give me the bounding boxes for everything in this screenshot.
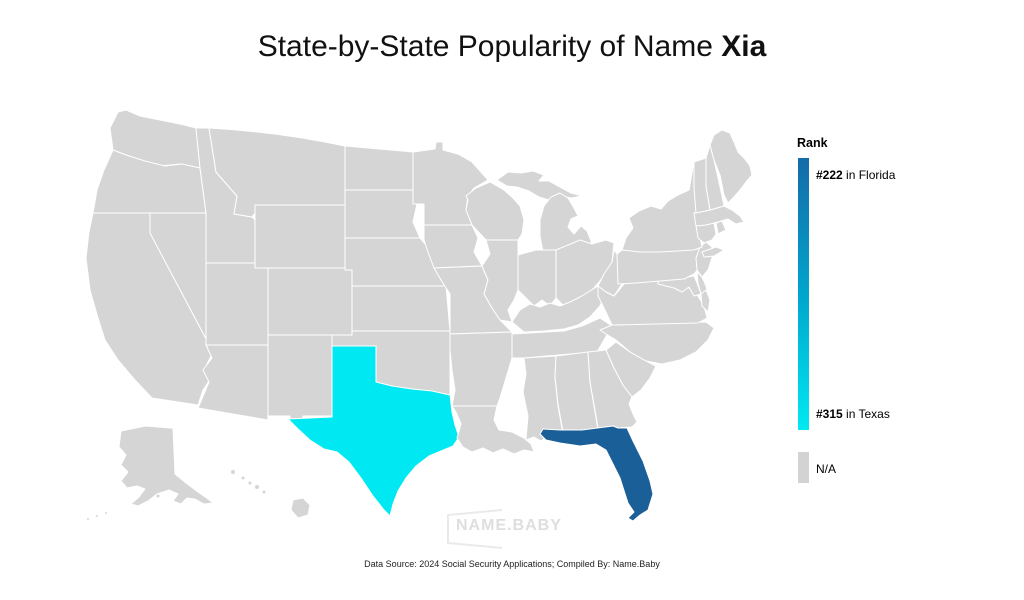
state-minnesota	[412, 141, 489, 226]
state-long-island	[701, 246, 725, 258]
state-maryland	[657, 275, 702, 297]
aleutian-island	[155, 493, 161, 499]
gradient-rect	[798, 158, 809, 430]
hawaii-island	[230, 469, 236, 475]
hawaii-island	[254, 484, 260, 490]
state-north-carolina	[599, 321, 715, 365]
state-south-carolina	[605, 341, 657, 398]
state-florida	[539, 425, 654, 522]
na-label: N/A	[816, 462, 837, 476]
state-tennessee	[511, 317, 613, 359]
state-kentucky	[511, 285, 607, 333]
legend-title: Rank	[797, 136, 828, 150]
legend-suffix-florida: in Florida	[842, 168, 896, 182]
state-michigan-up	[496, 170, 583, 201]
na-swatch-rect	[798, 452, 809, 483]
state-new-york	[621, 161, 703, 253]
watermark-frame-path	[447, 509, 503, 549]
title-name: Xia	[721, 30, 767, 63]
legend-rank-florida: #222	[816, 168, 843, 182]
state-montana	[208, 127, 346, 218]
state-hawaii-big-island	[290, 497, 311, 519]
legend-suffix-texas: in Texas	[842, 407, 890, 421]
hawaii-island	[261, 489, 267, 495]
state-texas	[287, 345, 460, 517]
state-louisiana	[451, 405, 535, 455]
state-delmarva-tip	[700, 289, 711, 313]
watermark-text: NAME.BABY	[456, 517, 562, 534]
state-wisconsin	[465, 181, 525, 241]
state-indiana	[517, 249, 557, 307]
hawaii-island	[247, 480, 253, 486]
state-alaska	[118, 425, 214, 507]
na-swatch	[798, 452, 809, 483]
page-title: State-by-State Popularity of Name Xia	[0, 30, 1024, 64]
aleutian-island	[95, 514, 99, 518]
title-prefix: State-by-State Popularity of Name	[257, 30, 722, 63]
hawaii-island	[240, 475, 246, 481]
footer-source-text: Data Source: 2024 Social Security Applic…	[364, 559, 660, 569]
legend-rank-texas: #315	[816, 407, 843, 421]
legend-entry-texas: #315 in Texas	[816, 407, 890, 421]
state-maine	[709, 129, 753, 204]
states-layer	[85, 109, 753, 522]
legend-gradient-bar	[798, 158, 809, 430]
aleutian-island	[104, 511, 108, 515]
legend-entry-florida: #222 in Florida	[816, 168, 895, 182]
aleutian-island	[86, 517, 90, 521]
